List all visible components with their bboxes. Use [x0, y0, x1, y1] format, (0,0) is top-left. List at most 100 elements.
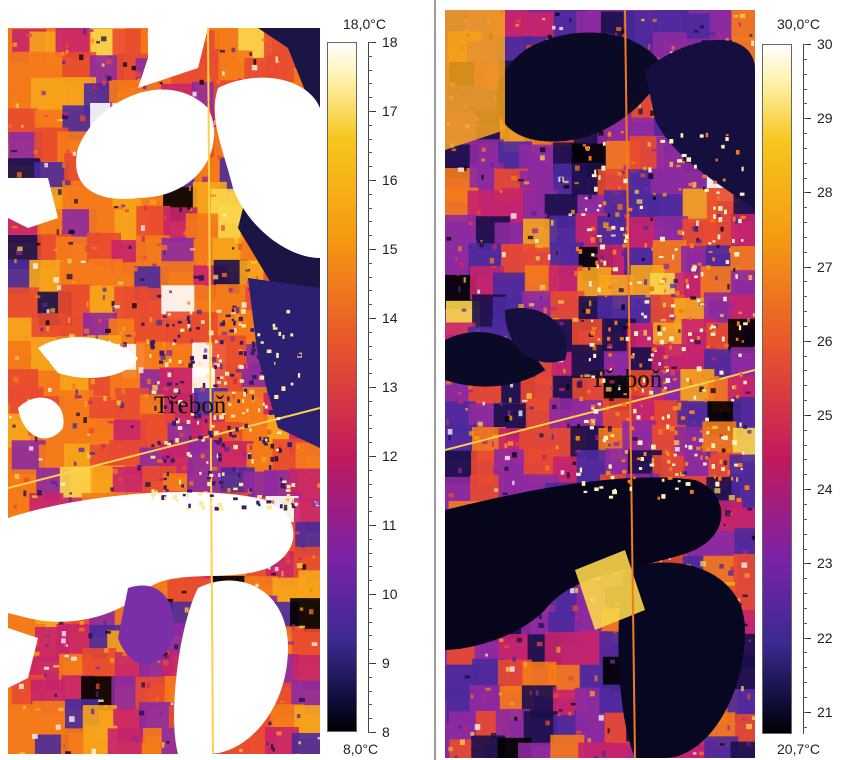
thermal-speckle: [697, 744, 701, 748]
thermal-speckle: [221, 444, 226, 448]
thermal-speckle: [166, 740, 170, 744]
thermal-speckle: [141, 682, 145, 688]
thermal-speckle: [527, 235, 534, 240]
urban-block: [175, 382, 179, 386]
thermal-speckle: [62, 60, 66, 64]
urban-block: [188, 454, 193, 458]
urban-block: [603, 260, 607, 266]
thermal-speckle: [592, 345, 597, 351]
urban-block: [647, 336, 651, 341]
urban-block: [704, 188, 709, 192]
scale-minor-tick: [368, 553, 372, 554]
urban-block: [625, 234, 629, 239]
thermal-speckle: [560, 422, 566, 427]
thermal-speckle: [267, 429, 272, 435]
urban-block: [197, 413, 202, 419]
urban-block: [201, 505, 206, 510]
urban-block: [233, 328, 237, 334]
urban-block: [665, 450, 668, 455]
thermal-speckle: [559, 322, 564, 326]
thermal-speckle: [255, 276, 258, 280]
urban-block: [216, 354, 220, 358]
thermal-speckle: [53, 277, 59, 283]
scale-minor-tick: [803, 281, 807, 282]
thermal-speckle: [34, 295, 41, 299]
thermal-speckle: [532, 228, 538, 234]
thermal-speckle: [457, 400, 464, 404]
thermal-speckle: [566, 384, 570, 391]
thermal-speckle: [702, 186, 706, 190]
thermal-speckle: [508, 397, 512, 403]
left-scale-min-label: 8,0°C: [343, 741, 379, 757]
pond-large: [8, 491, 294, 622]
scale-minor-tick: [803, 222, 807, 223]
thermal-speckle: [216, 80, 221, 84]
scale-minor-tick: [803, 593, 807, 594]
scale-minor-tick: [803, 667, 807, 668]
thermal-speckle: [125, 334, 132, 337]
thermal-speckle: [146, 682, 151, 689]
thermal-speckle: [458, 725, 463, 729]
thermal-speckle: [748, 275, 753, 281]
scale-minor-tick: [368, 56, 372, 57]
thermal-speckle: [84, 245, 91, 252]
thermal-speckle: [467, 386, 473, 393]
urban-block: [720, 436, 726, 440]
urban-block: [743, 380, 747, 385]
thermal-speckle: [733, 267, 736, 272]
urban-block: [182, 493, 186, 497]
thermal-speckle: [25, 33, 32, 38]
thermal-speckle: [62, 114, 69, 120]
thermal-speckle: [101, 36, 107, 42]
thermal-speckle: [613, 441, 620, 447]
thermal-speckle: [645, 294, 651, 298]
urban-block: [276, 417, 281, 421]
thermal-speckle: [580, 319, 585, 323]
thermal-speckle: [296, 714, 301, 719]
thermal-speckle: [587, 738, 592, 743]
thermal-speckle: [15, 356, 19, 360]
scale-minor-tick: [803, 578, 807, 579]
urban-block: [650, 416, 654, 420]
thermal-speckle: [288, 641, 295, 645]
scale-minor-tick: [368, 401, 372, 402]
thermal-speckle: [743, 425, 747, 429]
urban-block: [594, 487, 599, 492]
urban-block: [642, 378, 646, 383]
urban-block: [671, 463, 676, 466]
urban-block: [708, 250, 713, 253]
right-scale-min-label: 20,7°C: [777, 741, 820, 757]
thermal-speckle: [651, 458, 654, 465]
urban-block: [207, 430, 213, 435]
urban-block: [648, 167, 652, 173]
urban-block: [256, 500, 260, 505]
urban-block: [265, 438, 268, 442]
urban-block: [581, 481, 586, 486]
thermal-speckle: [266, 426, 273, 429]
urban-block: [285, 489, 291, 492]
urban-block: [658, 255, 664, 259]
scale-minor-tick: [368, 608, 372, 609]
urban-block: [186, 420, 191, 424]
thermal-speckle: [83, 28, 87, 35]
scale-tick-line: [803, 267, 811, 268]
urban-block: [163, 485, 167, 490]
urban-block: [295, 376, 301, 381]
urban-block: [731, 398, 735, 402]
thermal-speckle: [458, 262, 465, 268]
urban-block: [684, 461, 689, 467]
urban-block: [579, 396, 584, 402]
thermal-speckle: [162, 659, 169, 666]
scale-tick-label: 11: [382, 517, 397, 533]
urban-block: [249, 488, 253, 492]
thermal-speckle: [32, 495, 38, 498]
thermal-speckle: [227, 425, 231, 431]
thermal-speckle: [66, 149, 70, 154]
thermal-speckle: [714, 297, 719, 300]
terrain-patch: [735, 714, 755, 749]
pond: [496, 32, 665, 142]
thermal-speckle: [179, 408, 183, 412]
thermal-speckle: [647, 142, 651, 147]
thermal-speckle: [568, 711, 572, 716]
thermal-speckle: [612, 673, 618, 677]
